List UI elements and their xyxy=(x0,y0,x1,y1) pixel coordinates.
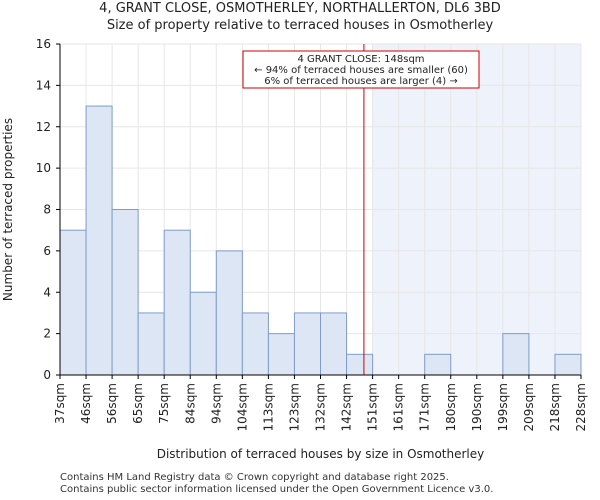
y-tick-label: 0 xyxy=(43,368,51,382)
x-tick-label: 228sqm xyxy=(574,383,588,431)
bar-56sqm xyxy=(111,209,139,376)
bar-123sqm xyxy=(293,312,322,376)
x-tick-label: 37sqm xyxy=(53,383,67,424)
bar-65sqm xyxy=(137,312,165,376)
y-tick-label: 6 xyxy=(43,244,51,258)
y-tick-label: 8 xyxy=(43,203,51,217)
annotation-line-3: 6% of terraced houses are larger (4) → xyxy=(264,76,458,87)
y-tick-label: 16 xyxy=(36,37,51,51)
y-axis-label: Number of terraced properties xyxy=(1,118,15,301)
bar-94sqm xyxy=(215,250,243,376)
x-tick-label: 142sqm xyxy=(340,383,354,431)
y-tick-label: 2 xyxy=(43,327,51,341)
bar-84sqm xyxy=(189,291,217,376)
x-tick-label: 46sqm xyxy=(79,383,93,424)
x-tick-label: 151sqm xyxy=(366,383,380,431)
bar-104sqm xyxy=(241,312,269,376)
x-tick-label: 209sqm xyxy=(522,383,536,431)
bar-171sqm xyxy=(424,353,452,376)
x-tick-label: 190sqm xyxy=(470,383,484,431)
bar-46sqm xyxy=(85,105,113,376)
x-axis-label: Distribution of terraced houses by size … xyxy=(157,447,485,461)
x-tick-label: 132sqm xyxy=(314,383,328,431)
footer-line-1: Contains HM Land Registry data © Crown c… xyxy=(60,472,449,483)
y-tick-label: 4 xyxy=(43,285,51,299)
bar-75sqm xyxy=(163,229,191,376)
x-tick-label: 84sqm xyxy=(183,383,197,424)
x-tick-label: 113sqm xyxy=(261,383,275,431)
bar-142sqm xyxy=(346,353,374,376)
y-tick-label: 12 xyxy=(36,120,51,134)
y-tick-label: 14 xyxy=(36,78,51,92)
x-tick-label: 94sqm xyxy=(209,383,223,424)
x-tick-label: 104sqm xyxy=(235,383,249,431)
footer-line-2: Contains public sector information licen… xyxy=(60,484,494,495)
chart-subtitle: Size of property relative to terraced ho… xyxy=(106,18,494,33)
annotation-line-1: 4 GRANT CLOSE: 148sqm xyxy=(297,54,424,65)
x-tick-label: 180sqm xyxy=(444,383,458,431)
annotation-line-2: ← 94% of terraced houses are smaller (60… xyxy=(254,65,468,76)
x-tick-label: 199sqm xyxy=(496,383,510,431)
x-tick-label: 171sqm xyxy=(418,383,432,431)
chart-title: 4, GRANT CLOSE, OSMOTHERLEY, NORTHALLERT… xyxy=(99,1,501,16)
annotation-box xyxy=(242,50,480,89)
x-tick-label: 56sqm xyxy=(105,383,119,424)
y-tick-label: 10 xyxy=(36,161,51,175)
bar-218sqm xyxy=(554,353,582,376)
bar-37sqm xyxy=(59,229,87,376)
bar-132sqm xyxy=(320,312,348,376)
x-tick-label: 65sqm xyxy=(131,383,145,424)
bar-113sqm xyxy=(267,333,295,376)
x-tick-label: 123sqm xyxy=(287,383,301,431)
bar-199sqm xyxy=(502,333,530,376)
x-tick-label: 75sqm xyxy=(157,383,171,424)
x-tick-label: 161sqm xyxy=(392,383,406,431)
x-tick-label: 218sqm xyxy=(548,383,562,431)
